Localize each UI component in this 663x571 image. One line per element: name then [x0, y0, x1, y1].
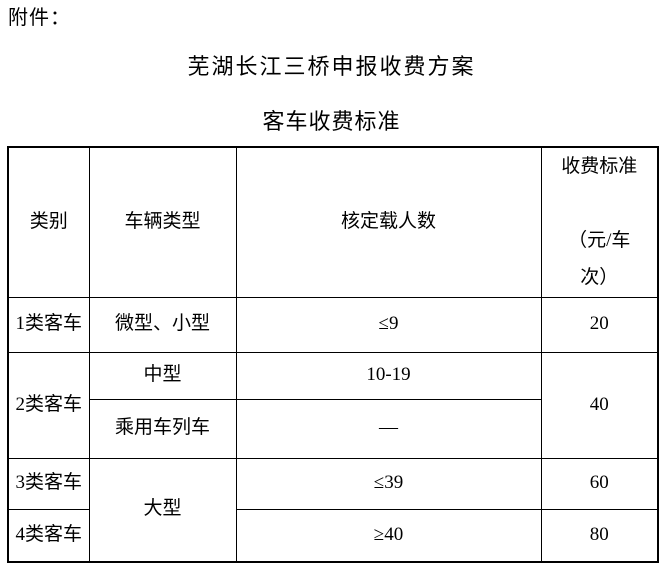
cell-class2-fee: 40 [540, 351, 659, 459]
header-approved-passengers: 核定载人数 [235, 146, 542, 298]
table-header-row: 类别 车辆类型 核定载人数 收费标准 （元/车 次） [7, 146, 659, 298]
cell-class2-passengers-medium: 10-19 [235, 351, 542, 400]
document-title: 芜湖长江三桥申报收费方案 [187, 54, 476, 79]
table-row-class1: 1类客车 微型、小型 ≤9 20 [7, 296, 659, 353]
document-subtitle: 客车收费标准 [262, 109, 401, 134]
cell-class3-passengers: ≤39 [235, 457, 542, 510]
cell-class1-category: 1类客车 [7, 296, 90, 353]
cell-class1-fee: 20 [540, 296, 659, 353]
cell-class3-category: 3类客车 [7, 457, 90, 510]
cell-class4-fee: 80 [540, 508, 659, 563]
cell-class2-category: 2类客车 [7, 351, 90, 459]
table-row-class2-cartrain: 乘用车列车 — [8, 398, 658, 459]
header-fee-standard: 收费标准 （元/车 次） [540, 146, 659, 298]
header-vehicle-type: 车辆类型 [88, 146, 237, 298]
cell-class4-passengers: ≥40 [235, 508, 542, 563]
table-row-class3: 3类客车 大型 ≤39 60 [7, 457, 659, 563]
cell-class4-category: 4类客车 [7, 508, 90, 563]
cell-class2-vehicle-type-medium: 中型 [88, 351, 237, 400]
cell-large-vehicle-type: 大型 [88, 457, 237, 563]
passenger-car-fee-table: 类别 车辆类型 核定载人数 收费标准 （元/车 次） 1类客车 微型、小型 ≤9… [7, 146, 659, 563]
header-category: 类别 [7, 146, 90, 298]
cell-class2-passengers-cartrain: — [235, 398, 542, 459]
cell-class1-passengers: ≤9 [235, 296, 542, 353]
cell-class1-vehicle-type: 微型、小型 [88, 296, 237, 353]
table-row-class2-medium: 2类客车 中型 10-19 40 [7, 351, 659, 459]
cell-class3-fee: 60 [540, 457, 659, 510]
table-row-class4: 4类客车 ≥40 80 [7, 508, 659, 563]
attachment-label: 附件： [8, 7, 71, 29]
cell-class2-vehicle-type-cartrain: 乘用车列车 [88, 398, 237, 459]
